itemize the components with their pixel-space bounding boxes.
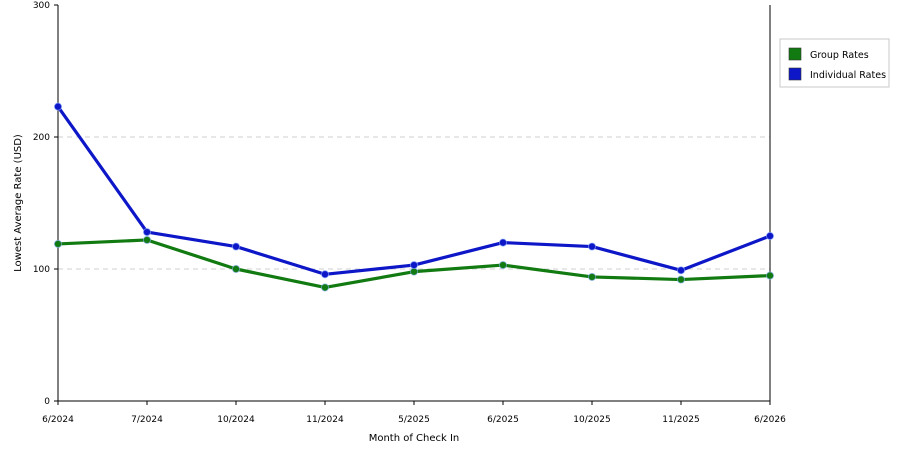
legend-swatch <box>788 67 802 81</box>
data-point[interactable] <box>231 242 241 251</box>
series-group-rates <box>53 235 775 292</box>
y-axis-title: Lowest Average Rate (USD) <box>13 134 24 272</box>
data-point[interactable] <box>53 102 63 111</box>
y-tick-label: 200 <box>33 133 50 143</box>
data-point[interactable] <box>320 283 330 292</box>
data-point[interactable] <box>587 272 597 282</box>
legend: Group Rates Individual Rates <box>779 38 890 88</box>
data-point[interactable] <box>231 264 241 274</box>
axes <box>57 5 771 402</box>
data-point[interactable] <box>765 231 775 241</box>
x-tick-label: 11/2024 <box>306 415 344 425</box>
data-point[interactable] <box>53 239 63 249</box>
x-tick-label: 7/2024 <box>131 415 163 425</box>
x-tick-label: 11/2025 <box>662 415 699 425</box>
x-axis-title: Month of Check In <box>369 433 460 444</box>
y-ticks: 0 100 200 300 <box>33 1 58 407</box>
data-point[interactable] <box>142 227 152 237</box>
x-tick-label: 6/2025 <box>487 415 519 425</box>
data-point[interactable] <box>676 266 686 275</box>
data-point[interactable] <box>320 270 330 279</box>
x-tick-label: 6/2024 <box>42 415 74 425</box>
data-point[interactable] <box>676 275 686 284</box>
y-tick-label: 100 <box>33 265 50 275</box>
legend-label: Individual Rates <box>810 70 886 81</box>
legend-label: Group Rates <box>810 50 869 61</box>
data-point[interactable] <box>409 260 419 270</box>
x-tick-label: 6/2026 <box>754 415 786 425</box>
x-tick-label: 10/2024 <box>217 415 255 425</box>
data-point[interactable] <box>587 242 597 251</box>
legend-swatch <box>788 47 802 61</box>
y-tick-label: 300 <box>33 1 50 11</box>
data-point[interactable] <box>498 260 508 270</box>
series <box>53 102 775 292</box>
gridlines <box>58 136 770 270</box>
data-point[interactable] <box>142 235 152 245</box>
x-ticks: 6/2024 7/2024 10/2024 11/2024 5/2025 6/2025 10… <box>42 401 786 425</box>
x-tick-label: 5/2025 <box>398 415 430 425</box>
data-point[interactable] <box>498 238 508 247</box>
y-tick-label: 0 <box>44 397 50 407</box>
data-point[interactable] <box>765 271 775 280</box>
series-individual-rates <box>53 102 775 279</box>
series-line <box>56 105 772 276</box>
x-tick-label: 10/2025 <box>573 415 610 425</box>
